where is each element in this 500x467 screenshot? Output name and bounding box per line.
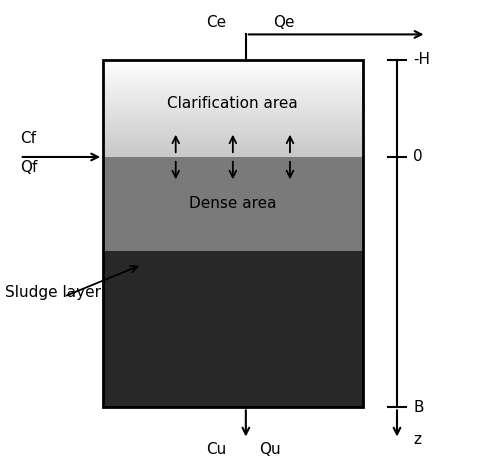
Text: Qe: Qe: [273, 15, 294, 30]
Text: Qu: Qu: [260, 442, 281, 457]
Bar: [103, 60, 362, 407]
Text: Cf: Cf: [20, 131, 36, 146]
Text: Ce: Ce: [206, 15, 227, 30]
Text: 0: 0: [413, 149, 423, 164]
Text: Dense area: Dense area: [189, 197, 276, 212]
Bar: [103, 251, 362, 407]
Text: Cu: Cu: [206, 442, 227, 457]
Text: B: B: [413, 400, 424, 415]
Text: Sludge layer: Sludge layer: [5, 284, 101, 299]
Text: -H: -H: [413, 52, 430, 67]
Text: z: z: [413, 432, 421, 447]
Text: Qf: Qf: [20, 160, 37, 175]
Bar: [103, 157, 362, 251]
Text: Clarification area: Clarification area: [168, 96, 298, 111]
